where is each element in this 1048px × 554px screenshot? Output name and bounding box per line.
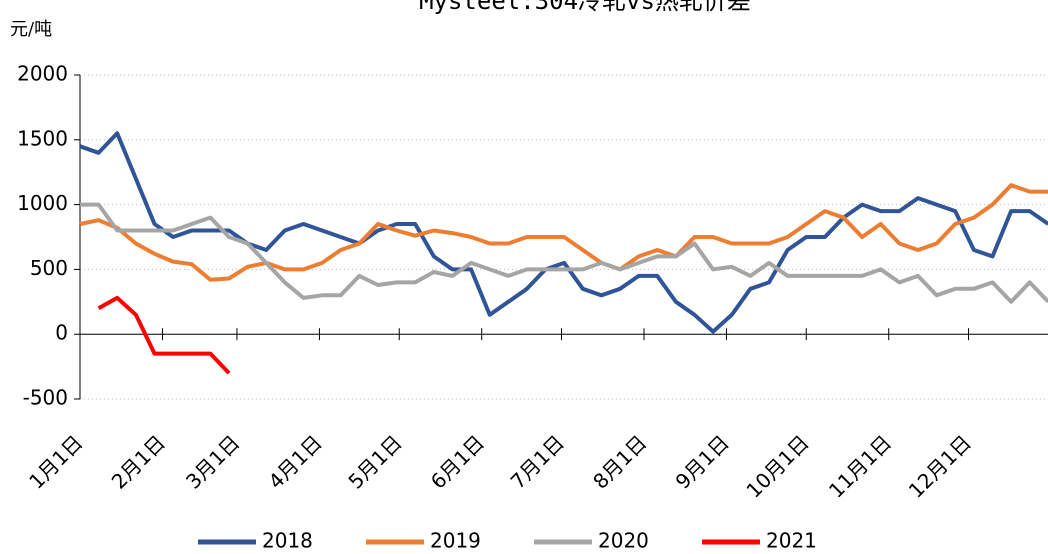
series-line (79, 131, 1048, 334)
y-tick-label: 1500 (17, 126, 68, 150)
y-tick-label: 1000 (17, 191, 68, 215)
series-line (97, 295, 231, 375)
x-tick-label: 4月1日 (264, 430, 327, 493)
legend-label: 2019 (430, 529, 481, 553)
y-axis-label: 元/吨 (10, 19, 52, 40)
series-line (80, 202, 1048, 304)
chart-title: Mysteel:304冷轧vs热轧价差 (419, 0, 751, 15)
x-tick-label: 9月1日 (671, 430, 734, 493)
legend-label: 2020 (598, 529, 649, 553)
y-tick-label: 500 (30, 256, 68, 280)
x-tick-label: 1月1日 (24, 430, 87, 493)
x-tick-label: 11月1日 (824, 430, 896, 502)
y-tick-label: 0 (55, 321, 68, 345)
x-tick-label: 12月1日 (904, 430, 976, 502)
x-tick-label: 8月1日 (588, 430, 651, 493)
legend-label: 2021 (766, 529, 817, 553)
y-tick-label: 2000 (17, 62, 68, 86)
x-tick-label: 3月1日 (181, 430, 244, 493)
x-tick-label: 5月1日 (343, 430, 406, 493)
x-tick-label: 10月1日 (741, 430, 813, 502)
x-tick-label: 6月1日 (426, 430, 489, 493)
series-line (79, 183, 1048, 282)
y-tick-label: -500 (23, 386, 68, 410)
x-tick-label: 7月1日 (506, 430, 569, 493)
x-tick-label: 2月1日 (107, 430, 170, 493)
legend-label: 2018 (262, 529, 313, 553)
